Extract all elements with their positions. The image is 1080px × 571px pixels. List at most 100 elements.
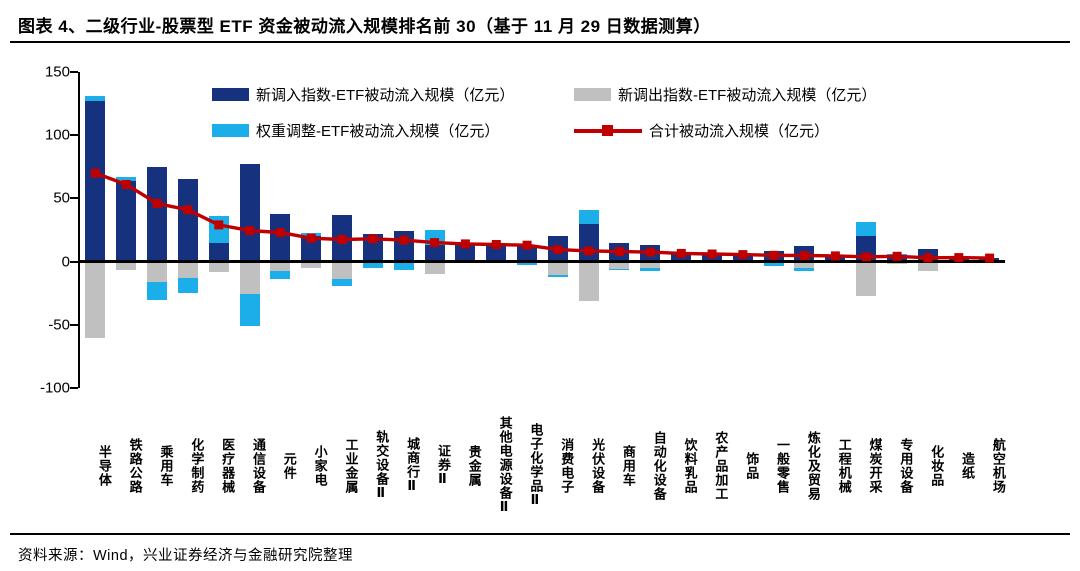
x-axis-category-label: 其他电源设备Ⅱ <box>497 416 513 516</box>
x-axis-category-label: 农产品加工 <box>713 431 729 501</box>
legend-item-new-in: 新调入指数-ETF被动流入规模（亿元） <box>212 84 564 105</box>
x-axis-category-label: 铁路公路 <box>127 438 143 494</box>
legend-item-total: 合计被动流入规模（亿元） <box>574 120 876 141</box>
x-axis-category-label: 证券Ⅱ <box>435 444 451 488</box>
zero-baseline <box>80 260 1005 263</box>
x-axis-category-label: 消费电子 <box>559 438 575 494</box>
bar-segment-new-in <box>424 245 445 262</box>
chart-title: 图表 4、二级行业-股票型 ETF 资金被动流入规模排名前 30（基于 11 月… <box>18 17 711 36</box>
bar-segment-new-out <box>640 261 661 268</box>
bar-column <box>882 72 913 388</box>
bar-segment-weight-adjust <box>547 274 568 277</box>
x-axis-category-label: 炼化及贸易 <box>805 431 821 501</box>
x-axis-category-label: 煤炭开采 <box>867 438 883 494</box>
bar-segment-weight-adjust <box>85 96 106 102</box>
bar-segment-weight-adjust <box>794 267 815 272</box>
x-axis-category-label: 自动化设备 <box>651 431 667 501</box>
bar-segment-weight-adjust <box>886 254 907 257</box>
bar-segment-new-out <box>301 261 322 268</box>
bar-segment-weight-adjust <box>671 253 692 254</box>
bar-segment-new-in <box>486 245 507 262</box>
bar-segment-new-out <box>208 261 229 272</box>
bar-segment-new-in <box>147 166 168 262</box>
y-axis-tick <box>70 197 78 200</box>
x-axis-category-label: 元件 <box>281 452 297 480</box>
bar-segment-new-out <box>578 261 599 301</box>
x-axis-category-label: 饰品 <box>744 452 760 480</box>
bar-segment-weight-adjust <box>116 176 137 181</box>
legend-item-weight-adjust: 权重调整-ETF被动流入规模（亿元） <box>212 120 564 141</box>
bar-column <box>142 72 173 388</box>
y-axis-tick <box>70 260 78 263</box>
bar-segment-new-out <box>270 261 291 272</box>
x-axis-category-label: 航空机场 <box>990 438 1006 494</box>
bar-column <box>111 72 142 388</box>
bar-segment-new-in <box>177 179 198 262</box>
bar-segment-new-out <box>424 261 445 275</box>
footer-divider <box>10 533 1070 535</box>
bar-segment-new-out <box>177 261 198 279</box>
x-axis-category-label: 工程机械 <box>836 438 852 494</box>
bar-segment-weight-adjust <box>856 222 877 236</box>
bar-segment-weight-adjust <box>578 210 599 225</box>
bar-segment-new-in <box>362 233 383 262</box>
bar-segment-new-in <box>455 243 476 262</box>
bar-segment-weight-adjust <box>177 278 198 294</box>
y-axis-tick-label: -100 <box>39 379 70 397</box>
bar-column <box>172 72 203 388</box>
chart-legend: 新调入指数-ETF被动流入规模（亿元） 新调出指数-ETF被动流入规模（亿元） 权重… <box>212 84 876 141</box>
bar-segment-weight-adjust <box>208 216 229 244</box>
bar-segment-new-in <box>270 214 291 262</box>
x-axis-category-label: 饮料乳品 <box>682 438 698 494</box>
bar-column <box>80 72 111 388</box>
bar-segment-weight-adjust <box>301 232 322 237</box>
bar-segment-new-out <box>886 261 907 265</box>
y-axis-tick-label: 0 <box>61 253 70 271</box>
bar-segment-new-in <box>208 243 229 262</box>
bar-segment-new-out <box>239 261 260 295</box>
x-axis-category-label: 光伏设备 <box>590 438 606 494</box>
bar-column <box>912 72 943 388</box>
etf-flow-chart-plot: 150 100 50 0 -50 -100 新调入指数-ETF被动流入规模（亿元） 新调出指… <box>40 64 1005 397</box>
bar-segment-new-out <box>332 261 353 280</box>
bar-segment-weight-adjust <box>763 262 784 267</box>
x-axis-category-label: 工业金属 <box>343 438 359 494</box>
legend-line-marker-icon <box>574 124 642 137</box>
legend-item-new-out: 新调出指数-ETF被动流入规模（亿元） <box>574 84 876 105</box>
x-axis-category-label: 城商行Ⅱ <box>405 437 421 495</box>
bar-segment-new-out <box>85 261 106 339</box>
bar-segment-new-out <box>917 261 938 272</box>
x-axis-category-label: 半导体 <box>96 445 112 487</box>
x-axis-category-label: 小家电 <box>312 445 328 487</box>
y-axis-tick <box>70 387 78 389</box>
bar-segment-new-in <box>517 245 537 262</box>
y-axis-line <box>78 72 80 388</box>
y-axis-tick <box>70 323 78 326</box>
x-axis-category-label: 造纸 <box>960 452 976 480</box>
legend-label: 新调入指数-ETF被动流入规模（亿元） <box>256 87 515 104</box>
y-axis-tick-label: 50 <box>53 189 70 207</box>
x-axis-category-label: 专用设备 <box>898 438 914 494</box>
x-axis-category-label: 通信设备 <box>250 438 266 494</box>
x-axis-category-label: 贵金属 <box>466 445 482 487</box>
legend-swatch-icon <box>212 88 249 101</box>
bar-segment-weight-adjust <box>270 271 291 279</box>
bar-segment-new-in <box>239 164 260 262</box>
bar-segment-new-in <box>609 243 630 262</box>
bar-segment-weight-adjust <box>424 230 445 246</box>
bar-segment-new-in <box>301 236 322 262</box>
legend-label: 合计被动流入规模（亿元） <box>649 123 830 140</box>
title-divider <box>10 41 1070 43</box>
x-axis-category-label: 商用车 <box>620 445 636 487</box>
x-axis-labels: 半导体 铁路公路 乘用车 化学制药 医疗器械 通信设备 元件 小家电 工业金属 轨交设备Ⅱ 城商行Ⅱ… <box>80 396 1006 536</box>
x-axis-category-label: 一般零售 <box>775 438 791 494</box>
legend-label: 权重调整-ETF被动流入规模（亿元） <box>256 123 500 140</box>
bar-segment-new-in <box>393 231 414 262</box>
bar-segment-weight-adjust <box>393 261 414 271</box>
x-axis-category-label: 电子化学品Ⅱ <box>528 423 544 509</box>
source-note: 资料来源：Wind，兴业证券经济与金融研究院整理 <box>18 548 354 564</box>
bar-column <box>974 72 1005 388</box>
bar-segment-new-out <box>609 261 630 269</box>
bar-segment-weight-adjust <box>362 261 383 268</box>
bar-segment-new-in <box>640 244 661 262</box>
